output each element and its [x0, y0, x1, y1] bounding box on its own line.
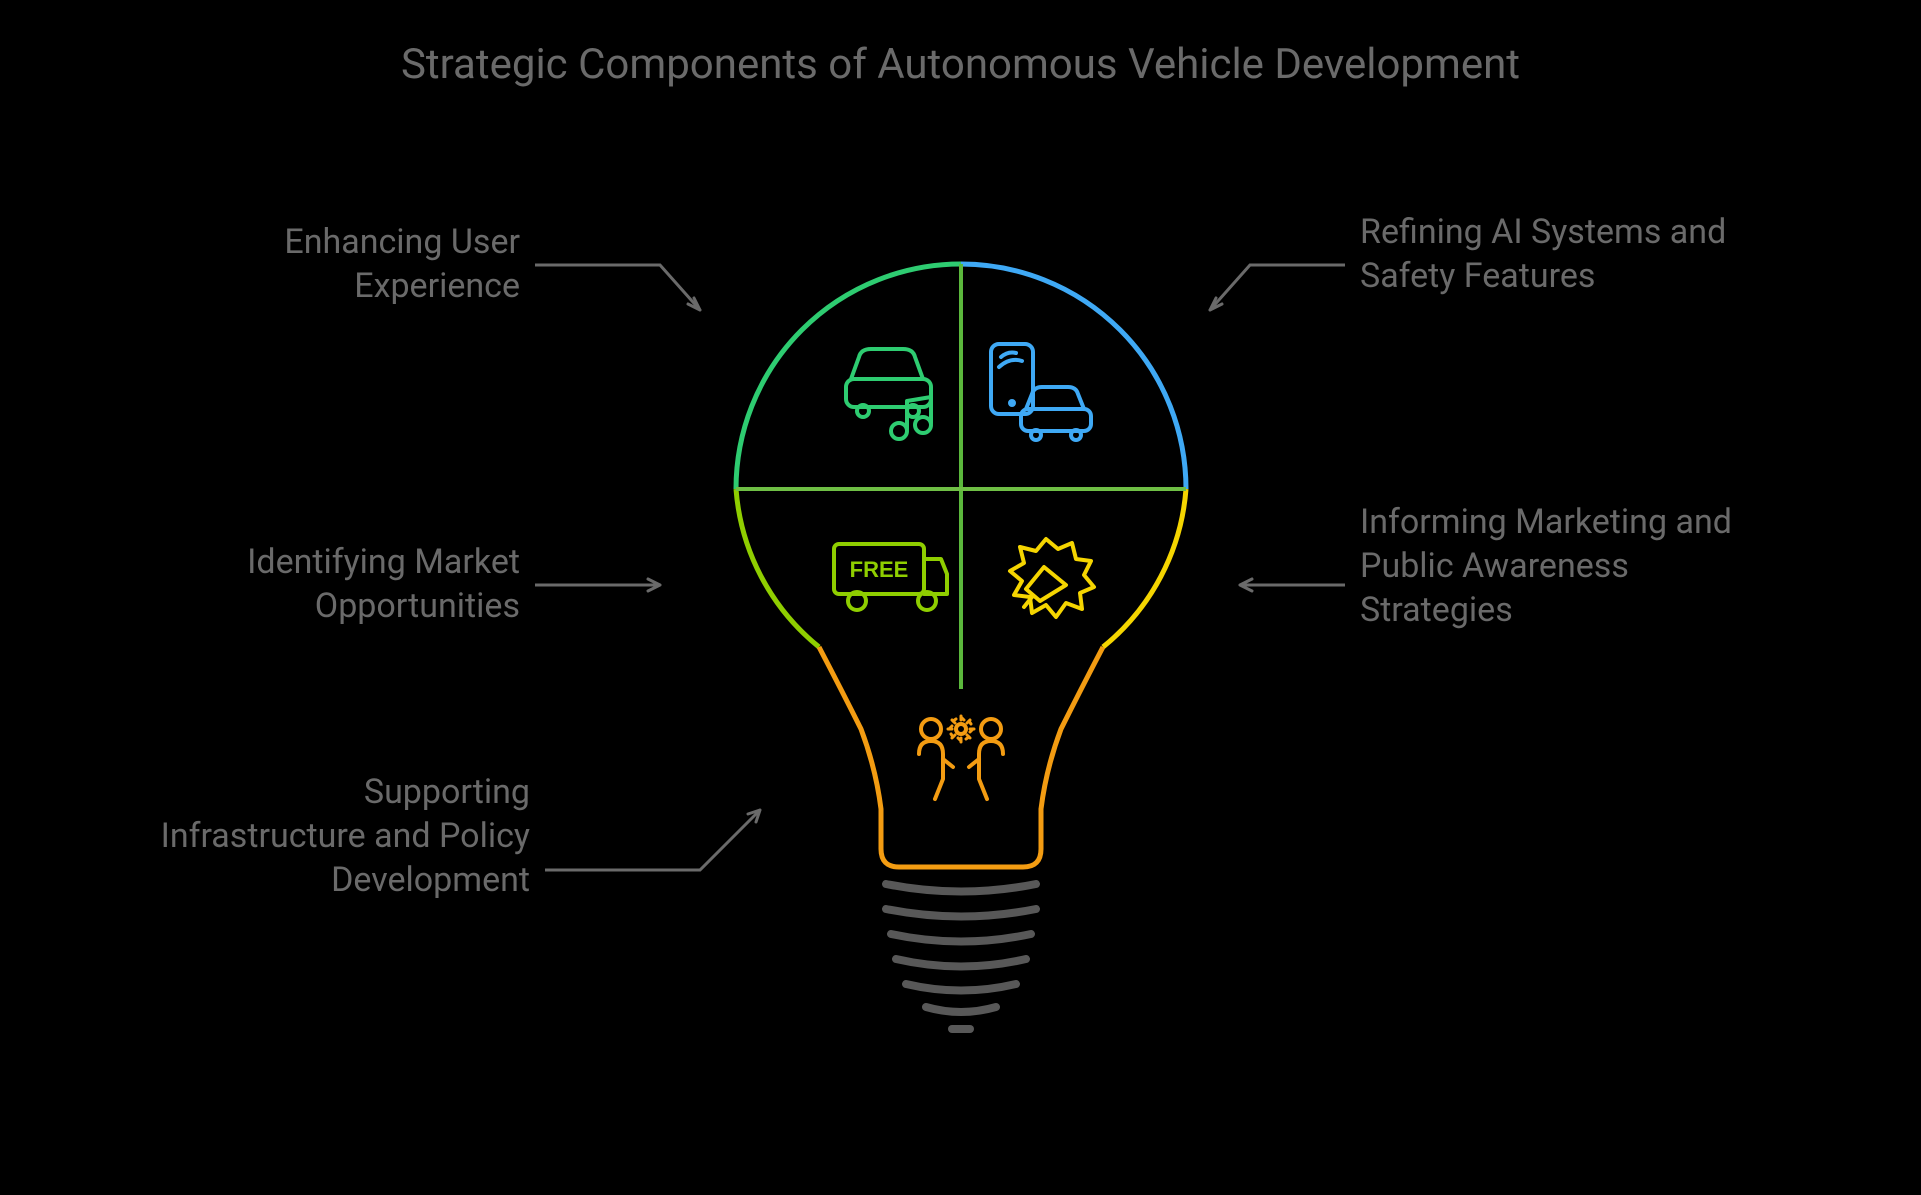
people-gear-icon	[919, 716, 1003, 799]
svg-text:FREE: FREE	[849, 557, 908, 582]
label-user-experience: Enhancing User Experience	[160, 220, 520, 308]
arrow-top-right	[1200, 260, 1350, 320]
bulb-base	[886, 884, 1036, 1029]
bulb-arc-bottom-right	[1103, 489, 1186, 647]
arrow-top-left	[530, 260, 710, 320]
car-phone-icon	[991, 344, 1091, 440]
arrow-mid-right	[1230, 575, 1350, 595]
bulb-arc-bottom-left	[736, 489, 819, 647]
bulb-arc-top-right	[961, 264, 1186, 489]
lightbulb-diagram: FREE	[701, 229, 1221, 1049]
label-ai-safety: Refining AI Systems and Safety Features	[1360, 210, 1740, 298]
car-music-icon	[846, 349, 931, 439]
megaphone-icon	[1010, 539, 1094, 617]
free-truck-icon: FREE	[834, 544, 947, 610]
label-infrastructure-policy: Supporting Infrastructure and Policy Dev…	[160, 770, 530, 903]
arrow-mid-left	[530, 575, 670, 595]
bulb-arc-top-left	[736, 264, 961, 489]
label-market-opportunities: Identifying Market Opportunities	[130, 540, 520, 628]
label-marketing-awareness: Informing Marketing and Public Awareness…	[1360, 500, 1740, 633]
diagram-title: Strategic Components of Autonomous Vehic…	[0, 40, 1921, 89]
